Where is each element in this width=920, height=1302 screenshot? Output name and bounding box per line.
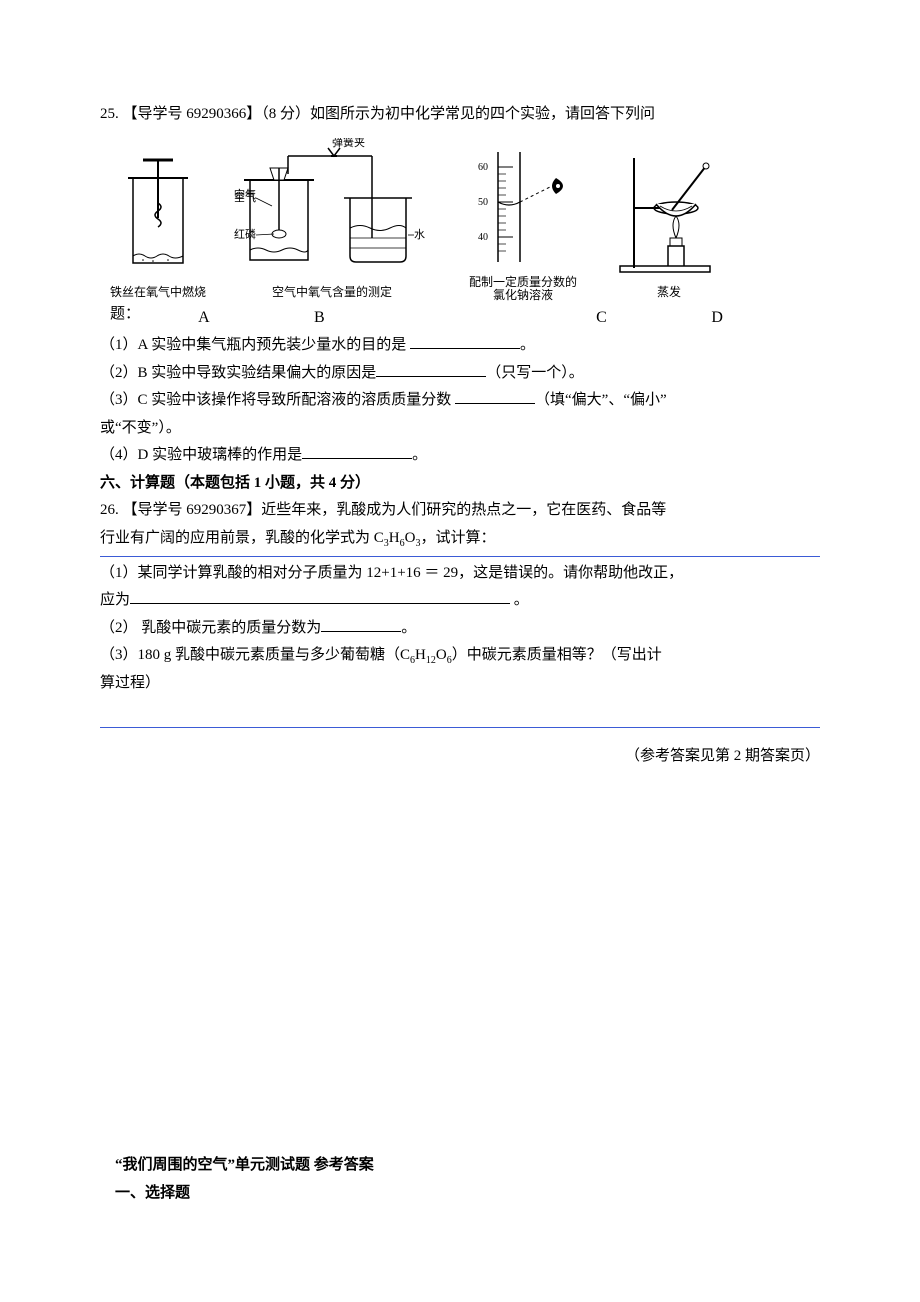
- q26-line2: 行业有广阔的应用前景，乳酸的化学式为 C3H6O3，试计算：: [100, 526, 820, 552]
- q25-sub1: （1）A 实验中集气瓶内预先装少量水的目的是 。: [100, 333, 820, 359]
- answer-reference-note: （参考答案见第 2 期答案页）: [100, 744, 820, 770]
- divider: [100, 556, 820, 557]
- blank: [321, 631, 401, 632]
- blank: [455, 403, 535, 404]
- q26-sub2: （2） 乳酸中碳元素的质量分数为。: [100, 616, 820, 642]
- answer-section-1: 一、选择题: [100, 1181, 820, 1207]
- q25-sub4: （4）D 实验中玻璃棒的作用是。: [100, 443, 820, 469]
- figure-d-caption: 蒸发: [657, 282, 681, 302]
- section-6-heading: 六、计算题（本题包括 1 小题，共 4 分）: [100, 471, 820, 497]
- figure-c-caption: 配制一定质量分数的氯化钠溶液: [469, 276, 577, 302]
- divider: [100, 727, 820, 728]
- figure-a: 铁丝在氧气中燃烧: [110, 148, 206, 302]
- figure-b-caption: 空气中氧气含量的测定: [272, 282, 392, 302]
- svg-text:弹簧夹: 弹簧夹: [332, 138, 365, 149]
- blank: [376, 376, 486, 377]
- q25-sub3b: 或“不变”）。: [100, 416, 820, 442]
- figure-c: 60 50 40: [458, 142, 588, 302]
- q25-sub2: （2）B 实验中导致实验结果偏大的原因是（只写一个）。: [100, 361, 820, 387]
- q26-sub3: （3）180 g 乳酸中碳元素质量与多少葡萄糖（C6H12O6）中碳元素质量相等…: [100, 643, 820, 669]
- figure-d-letter: D: [691, 304, 820, 331]
- blank: [130, 603, 510, 604]
- q26-sub3b: 算过程）: [100, 671, 820, 697]
- page: 25. 【导学号 69290366】（8 分）如图所示为初中化学常见的四个实验，…: [0, 0, 920, 1302]
- svg-text:40: 40: [478, 232, 488, 243]
- blank: [410, 348, 520, 349]
- q25-stem: 25. 【导学号 69290366】（8 分）如图所示为初中化学常见的四个实验，…: [100, 102, 820, 128]
- svg-text:空气: 空气: [234, 190, 256, 204]
- figure-c-letter: C: [537, 304, 665, 331]
- q26-sub1a: （1）某同学计算乳酸的相对分子质量为 12+1+16 ＝ 29，这是错误的。请你…: [100, 561, 820, 587]
- figure-a-caption: 铁丝在氧气中燃烧: [110, 282, 206, 302]
- answer-title: “我们周围的空气”单元测试题 参考答案: [100, 1153, 820, 1179]
- figure-b-letter: B: [274, 304, 512, 331]
- q26-line1: 26. 【导学号 69290367】近些年来，乳酸成为人们研究的热点之一，它在医…: [100, 498, 820, 524]
- svg-text:水: 水: [414, 228, 425, 241]
- svg-text:60: 60: [478, 162, 488, 173]
- svg-text:50: 50: [478, 197, 488, 208]
- figure-block: 铁丝在氧气中燃烧: [100, 130, 820, 302]
- figure-d: 蒸发: [614, 148, 724, 302]
- figure-letters-row: 题： A B C D: [110, 302, 820, 331]
- q25-sub3: （3）C 实验中该操作将导致所配溶液的溶质质量分数 （填“偏大”、“偏小”: [100, 388, 820, 414]
- blank: [302, 458, 412, 459]
- q25-suffix: 题：: [110, 302, 159, 331]
- figure-a-letter: A: [159, 304, 248, 331]
- q26-sub1b: 应为 。: [100, 588, 820, 614]
- svg-text:红磷: 红磷: [234, 228, 256, 241]
- figure-b: 弹簧夹 空气 空气 红磷 水 空气中氧气含量的测定: [232, 138, 432, 302]
